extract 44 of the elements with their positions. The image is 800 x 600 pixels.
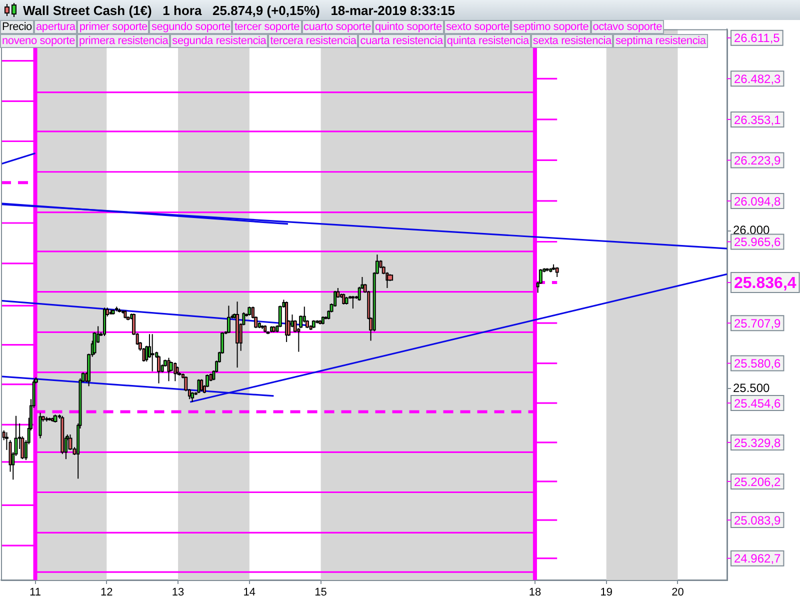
chart-subtitle: 1 hora 25.874,9 (+0,15%) 18-mar-2019 8:33:15: [162, 2, 455, 18]
y2-tick-label: 25.454,6: [734, 396, 782, 410]
annotation: Precio: [0, 20, 34, 34]
x-tick-label: 18: [528, 586, 542, 599]
annotation: sexto soporte: [444, 20, 512, 34]
y2-tick-label: 25.206,2: [734, 474, 782, 489]
annotation: noveno soporte: [0, 34, 78, 48]
y-tick-label: 25.500: [733, 381, 770, 396]
y2-tick-label: 26.094,8: [734, 194, 782, 208]
annotation: cuarto soporte: [302, 20, 374, 34]
annotation: segundo soporte: [149, 20, 232, 34]
x-tick-label: 14: [243, 586, 256, 599]
y2-tick-label: 25.707,9: [734, 316, 782, 330]
annotation: quinta resistencia: [444, 34, 531, 48]
y-tick-label: 26.000: [733, 223, 770, 238]
x-tick-label: 11: [30, 586, 41, 599]
x-tick-label: 13: [172, 586, 184, 599]
annotation: quinto soporte: [373, 20, 444, 34]
y2-tick-label: 26.611,5: [734, 31, 780, 46]
annotation: tercer soporte: [232, 20, 302, 34]
x-tick-label: 20: [672, 586, 684, 599]
annotation: sexta resistencia: [530, 34, 614, 48]
y2-tick-label: 25.965,6: [734, 235, 782, 250]
chart-title: Wall Street Cash (1€): [23, 2, 152, 18]
y2-tick-label: 26.353,1: [734, 112, 782, 127]
annotation: primera resistencia: [77, 34, 170, 48]
x-tick-label: 15: [314, 586, 327, 599]
x-tick-label: 19: [600, 586, 612, 599]
x-tick-label: 12: [100, 586, 113, 599]
y2-tick-label: 25.580,6: [734, 356, 782, 371]
annotation: septima resistencia: [613, 34, 708, 48]
annotation: primer soporte: [77, 20, 150, 34]
y2-tick-label: 25.083,9: [734, 513, 782, 528]
y2-tick-label: 24.962,7: [734, 552, 782, 566]
annotation: cuarta resistencia: [358, 34, 445, 48]
y2-tick-label: 26.482,3: [734, 72, 782, 86]
annotation: tercera resistencia: [268, 34, 358, 48]
y2-tick-label: 25.329,8: [734, 436, 782, 450]
annotation: octavo soporte: [590, 20, 664, 34]
annotation: segunda resistencia: [170, 34, 268, 48]
y2-tick-label: 26.223,9: [734, 154, 782, 168]
annotation: apertura: [34, 20, 78, 34]
y2-tick-label: 25.836,4: [734, 274, 796, 292]
annotation: septimo soporte: [511, 20, 591, 34]
